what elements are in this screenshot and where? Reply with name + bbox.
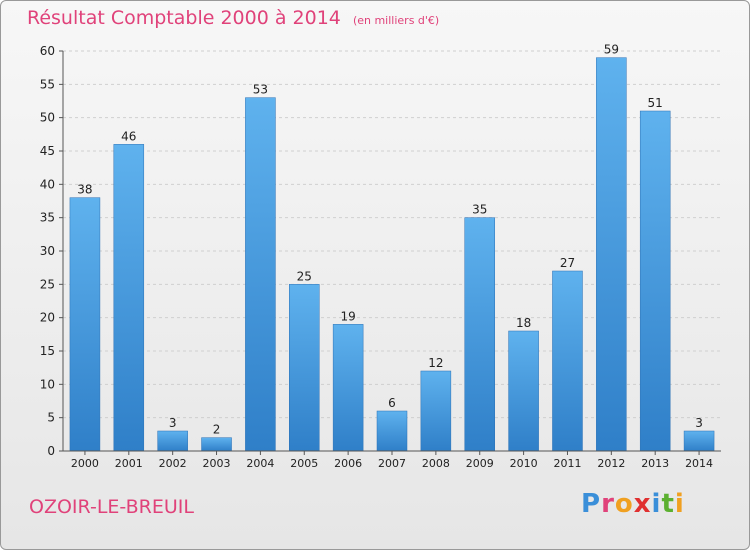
town-name: OZOIR-LE-BREUIL	[29, 496, 194, 518]
bar-2011	[552, 270, 583, 452]
x-tick-label-2005: 2005	[290, 457, 318, 470]
bar-2000	[69, 197, 101, 452]
bar-2014	[683, 430, 715, 452]
x-tick-label-2014: 2014	[685, 457, 713, 470]
value-label-2003: 2	[213, 423, 221, 437]
bars: 38 46 3 2 53 25 19 6 12 35 18 27 59 51 3	[69, 43, 715, 452]
bar-2003	[201, 437, 232, 452]
axes: 0 5 10 15 20 25 30 35 40 45 50 55 60 2000 2001 2002 2003…	[40, 44, 721, 470]
y-tick-label: 55	[40, 77, 55, 91]
x-tick-label-2009: 2009	[466, 457, 494, 470]
value-label-2014: 3	[695, 416, 703, 430]
x-tick-label-2012: 2012	[597, 457, 625, 470]
logo-letter: P	[581, 489, 602, 519]
chart-title: Résultat Comptable 2000 à 2014 (en milli…	[27, 7, 439, 29]
y-tick-label: 15	[40, 344, 55, 358]
y-tick-label: 30	[40, 244, 55, 258]
y-tick-label: 5	[47, 411, 55, 425]
y-tick-label: 0	[47, 444, 55, 458]
proxiti-logo: Proxiti	[581, 489, 685, 519]
bar-2001	[113, 144, 145, 452]
value-label-2005: 25	[297, 269, 312, 283]
x-tick-label-2013: 2013	[641, 457, 669, 470]
logo-letter: x	[633, 489, 652, 519]
value-label-2008: 12	[428, 356, 443, 370]
x-tick-label-2011: 2011	[553, 457, 581, 470]
chart-subtitle: (en milliers d'€)	[352, 14, 440, 27]
value-label-2013: 51	[648, 96, 663, 110]
x-tick-label-2008: 2008	[422, 457, 450, 470]
x-tick-label-2004: 2004	[246, 457, 274, 470]
bar-2012	[596, 57, 627, 452]
x-tick-label-2010: 2010	[510, 457, 538, 470]
value-label-2007: 6	[388, 396, 396, 410]
bar-2005	[289, 284, 320, 452]
bar-2013	[639, 110, 671, 452]
logo-letter: o	[614, 489, 634, 519]
logo-letter: t	[661, 489, 675, 519]
x-tick-label-2007: 2007	[378, 457, 406, 470]
y-tick-label: 60	[40, 44, 55, 58]
y-tick-label: 35	[40, 211, 55, 225]
bar-2004	[245, 97, 276, 452]
value-label-2006: 19	[340, 309, 355, 323]
bar-2007	[376, 410, 408, 452]
logo-letter: r	[601, 489, 615, 519]
y-tick-label: 10	[40, 377, 55, 391]
value-label-2000: 38	[77, 183, 92, 197]
value-label-2002: 3	[169, 416, 177, 430]
y-tick-label: 25	[40, 277, 55, 291]
bar-2010	[508, 330, 539, 452]
x-tick-label-2000: 2000	[71, 457, 99, 470]
value-label-2011: 27	[560, 256, 575, 270]
y-tick-label: 40	[40, 177, 55, 191]
value-label-2010: 18	[516, 316, 531, 330]
logo-letter: i	[651, 489, 662, 519]
bar-2008	[420, 370, 452, 452]
x-tick-label-2001: 2001	[115, 457, 143, 470]
y-tick-label: 20	[40, 311, 55, 325]
value-label-2009: 35	[472, 203, 487, 217]
y-tick-label: 50	[40, 111, 55, 125]
x-tick-label-2002: 2002	[159, 457, 187, 470]
x-tick-label-2006: 2006	[334, 457, 362, 470]
bar-2006	[332, 324, 364, 452]
title-text: Résultat Comptable 2000 à 2014	[27, 7, 341, 29]
value-label-2001: 46	[121, 129, 136, 143]
bar-2009	[464, 217, 495, 452]
value-label-2004: 53	[253, 83, 268, 97]
logo-letter: i	[674, 489, 685, 519]
y-tick-label: 45	[40, 144, 55, 158]
x-tick-label-2003: 2003	[203, 457, 231, 470]
bar-2002	[157, 430, 188, 452]
value-label-2012: 59	[604, 43, 619, 57]
